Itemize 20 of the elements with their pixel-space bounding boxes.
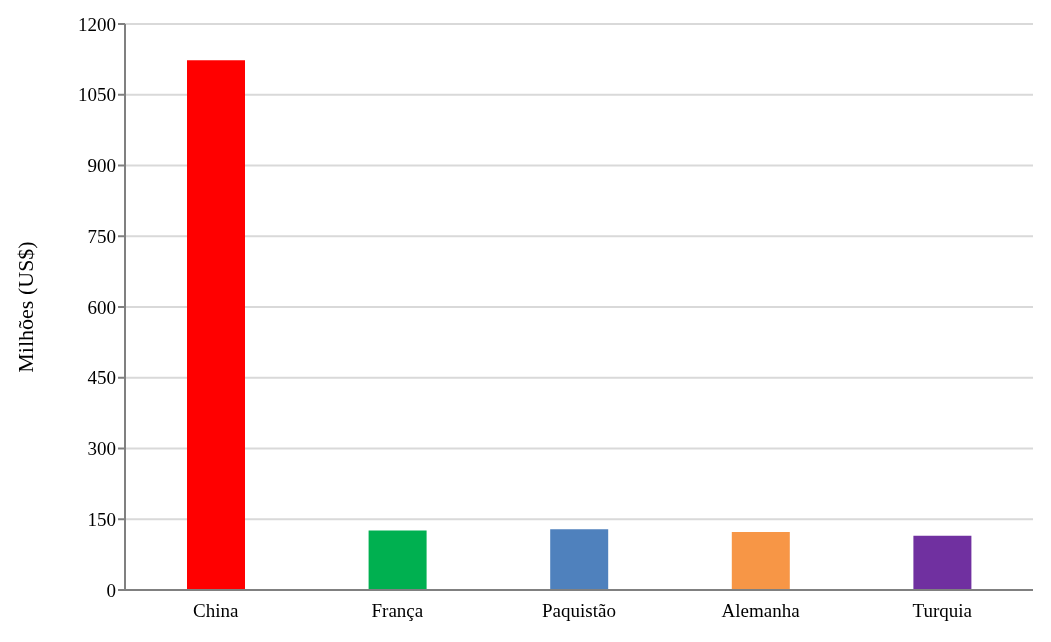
x-tick-label: França — [371, 600, 424, 622]
y-tick-label: 150 — [87, 508, 116, 530]
y-tick-label: 300 — [87, 438, 116, 460]
x-tick-label: Turquia — [912, 600, 973, 622]
y-tick-label: 1200 — [78, 13, 116, 35]
bar — [368, 530, 427, 590]
bar — [550, 529, 609, 590]
x-tick-label: Alemanha — [721, 600, 801, 622]
y-tick-label: 450 — [87, 367, 116, 389]
y-tick-label: 750 — [87, 225, 116, 247]
y-tick-label: 900 — [87, 155, 116, 177]
bar — [731, 531, 790, 590]
bar — [187, 60, 245, 590]
y-tick-label: 0 — [106, 579, 116, 601]
x-tick-label: Paquistão — [542, 600, 616, 622]
x-tick-label: China — [193, 600, 240, 622]
y-axis-title: Milhões (US$) — [12, 241, 38, 373]
y-tick-label: 1050 — [78, 84, 116, 106]
bar — [913, 535, 972, 590]
y-tick-label: 600 — [87, 296, 116, 318]
